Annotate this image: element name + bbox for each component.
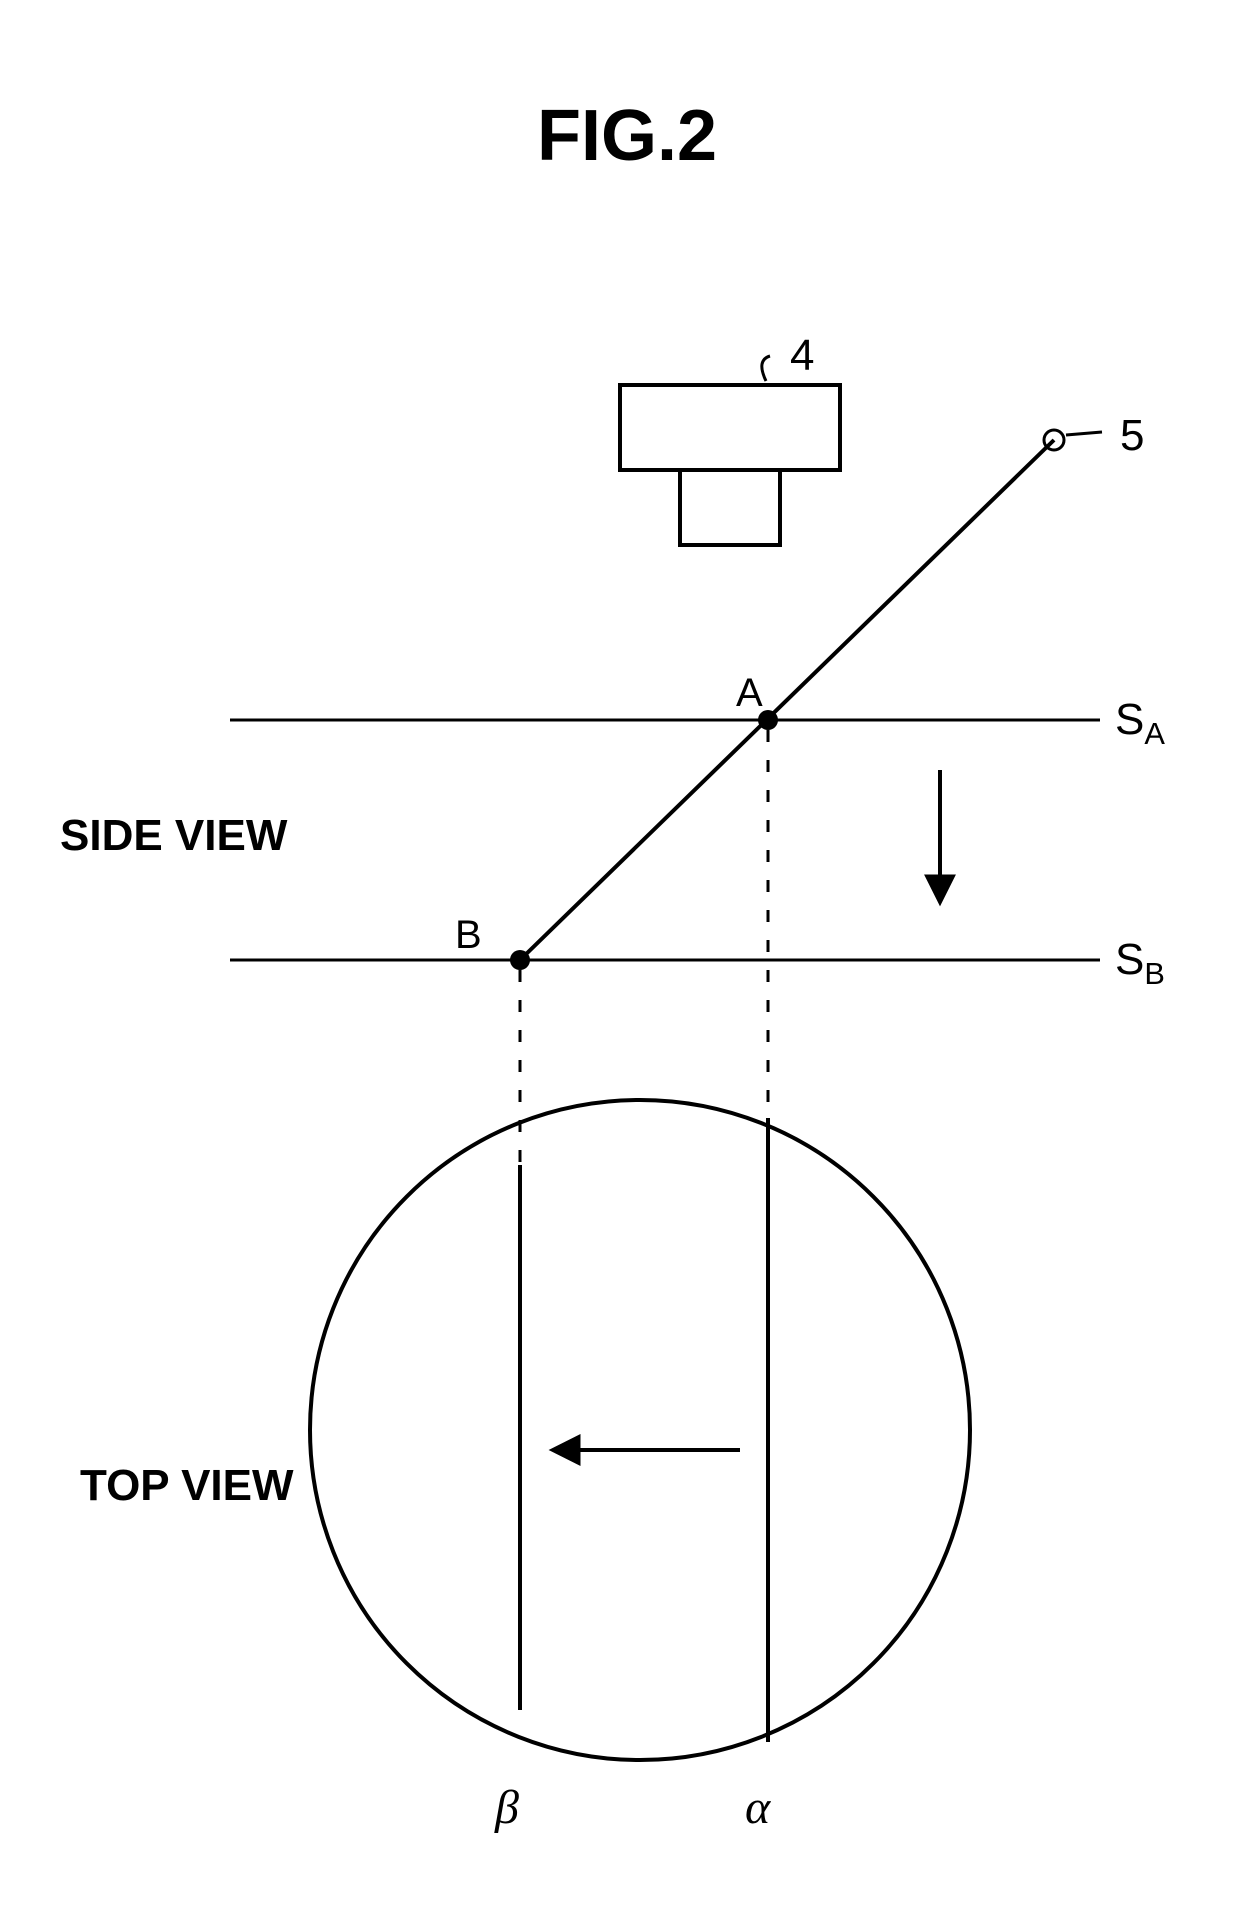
- top-view-circle: [310, 1100, 970, 1760]
- point-B-dot: [510, 950, 530, 970]
- figure-title: FIG.2: [537, 96, 717, 176]
- callout-5: 5: [1120, 411, 1144, 460]
- side-view: SIDE VIEW 4 5 SA SB A B: [60, 331, 1165, 991]
- point-B-label: B: [455, 913, 482, 957]
- light-leader-line: [1066, 432, 1102, 435]
- top-view: TOP VIEW α β: [80, 730, 970, 1834]
- surface-SA-label: SA: [1115, 695, 1165, 751]
- top-view-label: TOP VIEW: [80, 1461, 294, 1510]
- figure-root: FIG.2 SIDE VIEW 4 5 SA SB A B: [0, 0, 1254, 1911]
- point-A-label: A: [736, 671, 763, 715]
- light-source-symbol: 5: [1044, 411, 1144, 460]
- camera-symbol: 4: [620, 331, 840, 545]
- alpha-label: α: [745, 1781, 771, 1834]
- callout-4: 4: [790, 331, 814, 380]
- camera-lens-rect: [680, 470, 780, 545]
- surface-SB-label: SB: [1115, 935, 1165, 991]
- camera-leader-line: [762, 356, 770, 381]
- camera-body-rect: [620, 385, 840, 470]
- light-ray: [520, 440, 1054, 960]
- beta-label: β: [494, 1781, 519, 1834]
- side-view-label: SIDE VIEW: [60, 811, 288, 860]
